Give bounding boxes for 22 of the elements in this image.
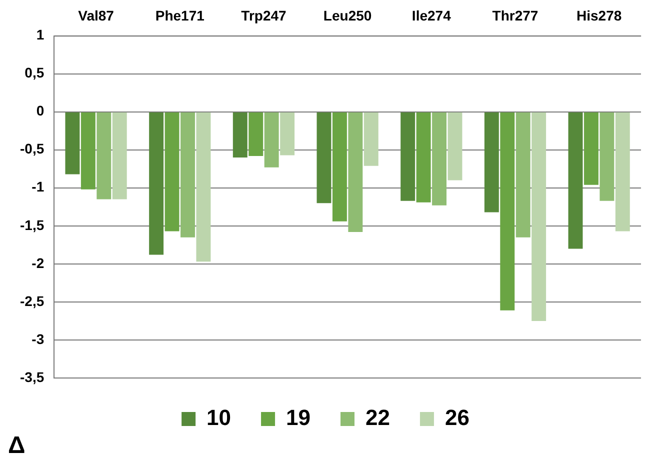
legend-label: 26	[444, 405, 470, 430]
x-tick-label: His278	[576, 7, 622, 24]
x-tick-label: Ile274	[412, 7, 452, 24]
legend-label: 10	[206, 405, 232, 430]
x-tick-label: Val87	[78, 7, 114, 24]
y-tick-label: -3,5	[20, 368, 44, 385]
legend-label: 22	[366, 405, 390, 430]
y-tick-label: 0	[36, 102, 44, 119]
y-tick-label: -2	[32, 254, 44, 271]
text: Δ	[8, 432, 26, 459]
y-tick-label: -1	[32, 178, 44, 195]
legend-label: 19	[286, 405, 311, 430]
x-tick-label: Trp247	[241, 7, 287, 24]
y-tick-label: -3	[32, 330, 44, 347]
x-tick-label: Phe171	[155, 7, 205, 24]
y-tick-label: -1,5	[20, 216, 44, 233]
y-tick-label: -2,5	[20, 292, 44, 309]
y-tick-label: 0,5	[24, 64, 44, 81]
y-tick-label: -0,5	[20, 140, 44, 157]
x-tick-label: Leu250	[323, 7, 372, 24]
x-tick-label: Thr277	[492, 7, 538, 24]
y-tick-label: 1	[36, 26, 44, 43]
